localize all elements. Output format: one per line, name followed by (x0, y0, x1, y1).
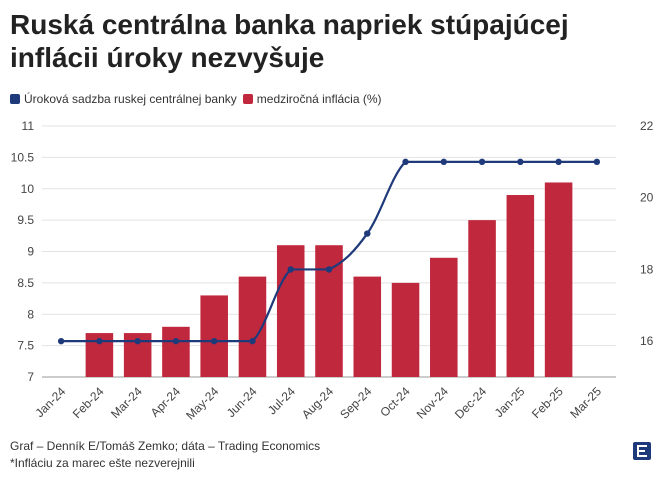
x-tick-label: Mar-25 (567, 384, 604, 421)
inflation-bars (85, 182, 573, 377)
legend-swatch-rate (10, 94, 20, 104)
x-tick-label: Jan-25 (492, 384, 528, 420)
interest-rate-point (593, 158, 601, 166)
source-note: Graf – Denník E/Tomáš Zemko; dáta – Trad… (10, 439, 321, 453)
right-tick-label: 20 (640, 191, 654, 205)
interest-rate-point (517, 158, 524, 166)
interest-rate-point (172, 337, 180, 345)
inflation-bar (391, 282, 420, 377)
left-tick-label: 8.5 (17, 276, 34, 290)
x-tick-label: Oct-24 (377, 384, 413, 420)
interest-rate-point (96, 337, 103, 345)
x-tick-label: Nov-24 (414, 384, 451, 421)
x-axis-ticks: Jan-24 Feb-24 Mar-24 Apr-24 May-24 Jun-24 Jul-… (32, 384, 604, 422)
interest-rate-line (57, 158, 601, 345)
x-tick-label: Aug-24 (299, 384, 336, 421)
x-tick-label: Jul-24 (265, 384, 298, 417)
x-tick-label: Dec-24 (452, 384, 489, 421)
x-tick-label: Jun-24 (224, 384, 260, 420)
inflation-bar (353, 276, 382, 377)
denník-e-logo-icon (633, 442, 651, 460)
legend-item-inflation: medziročná inflácia (%) (242, 92, 382, 106)
inflation-bar (162, 326, 190, 377)
left-tick-label: 10 (21, 182, 35, 196)
inflation-bar (200, 295, 228, 377)
right-axis-ticks: 16 18 20 22 (640, 119, 654, 348)
x-tick-label: Mar-24 (108, 384, 145, 421)
x-tick-label: Feb-24 (70, 384, 107, 421)
interest-rate-point (402, 158, 409, 166)
inflation-bar (430, 257, 458, 377)
x-tick-label: May-24 (183, 384, 221, 422)
left-tick-label: 10.5 (11, 150, 35, 164)
interest-rate-point (249, 337, 256, 345)
left-tick-label: 8 (27, 307, 34, 321)
x-tick-label: Jan-24 (32, 384, 68, 420)
chart-legend: Úroková sadzba ruskej centrálnej banky m… (10, 92, 388, 106)
interest-rate-point (440, 158, 447, 166)
right-tick-label: 22 (640, 119, 654, 133)
x-tick-label: Apr-24 (148, 384, 184, 420)
left-tick-label: 9 (27, 245, 34, 259)
left-axis-ticks: 7 7.5 8 8.5 9 9.5 10 10.5 11 (11, 119, 35, 384)
legend-swatch-inflation (242, 94, 253, 104)
interest-rate-point (478, 158, 486, 166)
right-tick-label: 18 (640, 262, 654, 276)
interest-rate-point (57, 337, 65, 345)
inflation-bar (276, 245, 305, 377)
right-tick-label: 16 (640, 334, 654, 348)
chart-title: Ruská centrálna banka napriek stúpajúcej… (10, 9, 569, 73)
interest-rate-point (287, 266, 294, 273)
left-tick-label: 11 (22, 119, 35, 133)
legend-label-inflation: medziročná inflácia (%) (256, 92, 382, 106)
legend-item-rate: Úroková sadzba ruskej centrálnej banky (10, 92, 237, 106)
legend-label-rate: Úroková sadzba ruskej centrálnej banky (24, 92, 237, 106)
left-tick-label: 7.5 (17, 339, 34, 353)
x-tick-label: Feb-25 (529, 384, 566, 421)
inflation-bar (506, 195, 535, 377)
interest-rate-point (364, 230, 371, 237)
interest-rate-point (555, 158, 562, 166)
inflation-bar (468, 220, 496, 377)
interest-rate-point (325, 266, 333, 273)
x-tick-label: Sep-24 (337, 384, 374, 421)
interest-rate-point (134, 337, 141, 345)
chart-footer: Graf – Denník E/Tomáš Zemko; dáta – Trad… (10, 438, 320, 472)
footnote: *Infláciu za marec ešte nezverejnili (10, 456, 195, 470)
inflation-bar (544, 182, 573, 377)
left-tick-label: 7 (27, 370, 34, 384)
interest-rate-point (211, 337, 218, 345)
left-tick-label: 9.5 (17, 213, 34, 227)
